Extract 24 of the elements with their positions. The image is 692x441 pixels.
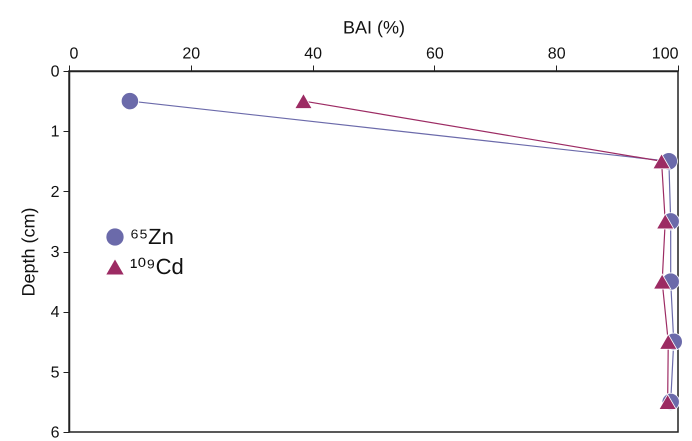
- point: [656, 214, 674, 230]
- x-tick-label: 0: [70, 46, 78, 62]
- x-tick-label: 80: [548, 46, 566, 62]
- y-tick-label: 2: [50, 184, 60, 201]
- x-tick-label: 40: [304, 46, 322, 62]
- point: [294, 93, 313, 109]
- x-tick-label: 60: [426, 46, 444, 62]
- x-axis-title: BAI (%): [342, 18, 406, 38]
- legend-label: ¹⁰⁹Cd: [130, 254, 184, 279]
- y-axis-title: Depth (cm): [18, 207, 39, 297]
- point: [658, 394, 677, 410]
- y-tick-label: 3: [50, 244, 60, 261]
- y-tick-label: 5: [50, 364, 60, 382]
- x-tick-label: 20: [182, 46, 200, 62]
- y-tick-label: 4: [50, 304, 60, 322]
- y-tick-label: 0: [50, 64, 60, 80]
- y-tick-label: 1: [50, 124, 60, 141]
- x-tick-label: 100: [652, 46, 679, 62]
- point: [653, 274, 672, 290]
- point: [652, 153, 671, 170]
- legend-label: ⁶⁵Zn: [130, 224, 174, 249]
- y-tick-label: 6: [50, 424, 60, 441]
- point: [120, 92, 139, 110]
- point: [659, 334, 678, 350]
